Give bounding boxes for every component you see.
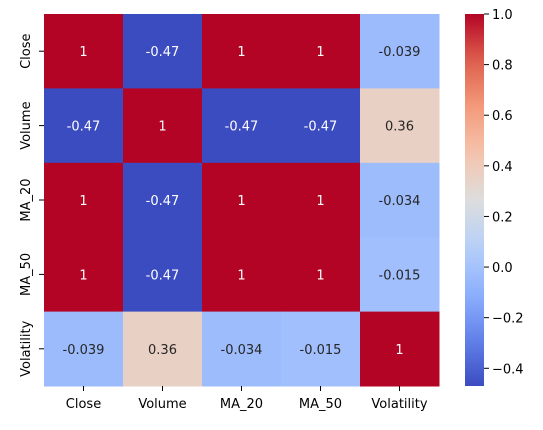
colorbar: 1.0 0.8 0.6 0.4 0.2 0.0 −0.2 −0.4 [465, 8, 524, 386]
heatmap-cell-Close-Volume [123, 14, 203, 89]
colorbar-tick-label: −0.2 [492, 312, 524, 327]
y-tick-label: MA_20 [19, 178, 34, 221]
cell-value-label: 1 [158, 120, 166, 135]
heatmap-cell-MA_50-MA_20 [202, 237, 282, 313]
heatmap-cell-MA_20-Volume [123, 162, 203, 238]
heatmap-cell-Volatility-Volatility [360, 311, 440, 387]
heatmap-cell-MA_50-Close [44, 237, 124, 313]
heatmap-cell-Volatility-Volume [123, 311, 203, 387]
cell-value-label: -0.034 [221, 343, 263, 358]
x-axis: Close Volume MA_20 MA_50 Volatility [66, 386, 428, 412]
heatmap-cell-Close-MA_50 [281, 14, 361, 89]
heatmap-cell-Volume-Volume [123, 88, 203, 164]
cell-value-label: -0.47 [304, 120, 338, 135]
cell-value-label: 1 [237, 194, 245, 209]
cell-value-label: -0.039 [63, 343, 105, 358]
heatmap-cell-MA_20-MA_50 [281, 162, 361, 238]
heatmap-cell-Volatility-MA_50 [281, 311, 361, 387]
cell-value-label: 1 [79, 45, 87, 60]
heatmap-cells [44, 14, 440, 387]
cell-value-label: -0.039 [379, 45, 421, 60]
cell-value-label: -0.034 [379, 194, 421, 209]
colorbar-gradient [465, 14, 484, 386]
y-tick-label: Close [19, 33, 34, 68]
cell-value-label: 1 [316, 268, 324, 283]
cell-value-label: 0.36 [385, 120, 414, 135]
colorbar-tick-label: 1.0 [492, 8, 513, 23]
cell-value-label: -0.47 [146, 194, 180, 209]
x-tick-label: MA_50 [299, 397, 342, 412]
heatmap-cell-Volume-MA_20 [202, 88, 282, 164]
colorbar-tick-label: 0.6 [492, 109, 513, 124]
cell-value-label: -0.47 [67, 120, 101, 135]
heatmap-cell-Volume-Close [44, 88, 124, 164]
cell-value-label: 1 [316, 194, 324, 209]
cell-value-label: -0.47 [146, 45, 180, 60]
colorbar-tick-label: −0.4 [492, 362, 524, 377]
heatmap-cell-Volatility-Close [44, 311, 124, 387]
heatmap-cell-MA_50-MA_50 [281, 237, 361, 313]
x-tick-label: Close [66, 397, 101, 412]
x-tick-label: Volatility [371, 397, 427, 412]
cell-value-label: 1 [395, 343, 403, 358]
colorbar-tick-label: 0.8 [492, 59, 513, 74]
heatmap-cell-MA_20-MA_20 [202, 162, 282, 238]
colorbar-tick-label: 0.0 [492, 261, 513, 276]
heatmap-cell-MA_20-Volatility [360, 162, 440, 238]
colorbar-tick-label: 0.2 [492, 210, 513, 225]
cell-value-label: 1 [79, 268, 87, 283]
cell-value-label: 0.36 [148, 343, 177, 358]
colorbar-tick-label: 0.4 [492, 160, 513, 175]
x-tick-label: Volume [138, 397, 186, 412]
heatmap-cell-Close-Volatility [360, 14, 440, 89]
y-tick-label: Volume [19, 101, 34, 149]
y-axis: Close Volume MA_20 MA_50 Volatility [19, 33, 44, 377]
cell-value-label: 1 [316, 45, 324, 60]
heatmap-cell-Close-MA_20 [202, 14, 282, 89]
x-tick-label: MA_20 [220, 397, 263, 412]
heatmap-cell-MA_20-Close [44, 162, 124, 238]
cell-value-label: -0.015 [300, 343, 342, 358]
heatmap-cell-Volume-MA_50 [281, 88, 361, 164]
cell-value-label: 1 [237, 45, 245, 60]
heatmap-cell-Volume-Volatility [360, 88, 440, 164]
y-tick-label: Volatility [19, 320, 34, 376]
heatmap-cell-Close-Close [44, 14, 124, 89]
cell-value-label: -0.47 [225, 120, 259, 135]
cell-value-label: -0.47 [146, 268, 180, 283]
cell-value-label: -0.015 [379, 268, 421, 283]
heatmap-cell-MA_50-Volatility [360, 237, 440, 313]
cell-value-label: 1 [237, 268, 245, 283]
heatmap-cell-Volatility-MA_20 [202, 311, 282, 387]
y-tick-label: MA_50 [19, 253, 34, 296]
heatmap-cell-MA_50-Volume [123, 237, 203, 313]
heatmap-cell-labels: 1 -0.47 1 1 -0.039 -0.47 1 -0.47 -0.47 0.36 1 -0.47… [63, 45, 421, 358]
cell-value-label: 1 [79, 194, 87, 209]
